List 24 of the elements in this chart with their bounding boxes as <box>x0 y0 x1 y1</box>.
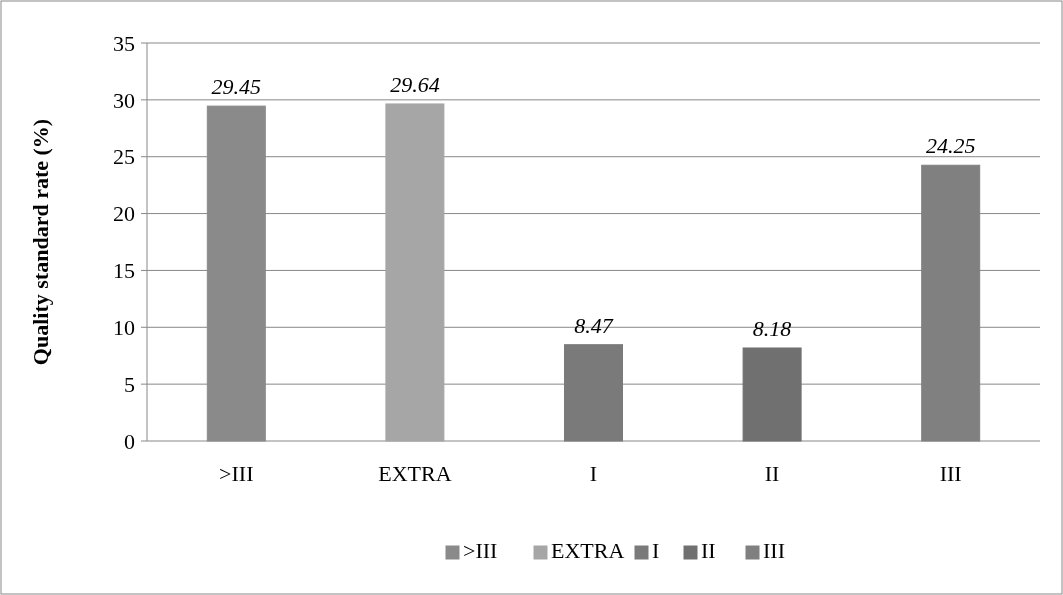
y-axis-title: Quality standard rate (%) <box>28 118 53 366</box>
x-tick-label: I <box>589 461 598 486</box>
legend-label: III <box>763 538 785 563</box>
data-label: 29.64 <box>390 71 440 97</box>
y-tick-label: 30 <box>113 87 135 113</box>
legend-label: EXTRA <box>551 538 625 563</box>
y-tick-label: 25 <box>113 144 135 170</box>
y-tick-label: 15 <box>113 258 135 284</box>
y-tick-label: 20 <box>113 201 135 227</box>
data-label: 8.47 <box>574 312 614 338</box>
y-tick-label: 10 <box>113 314 135 340</box>
legend-label: II <box>701 538 716 563</box>
x-tick-label: EXTRA <box>378 461 452 486</box>
x-tick-label: III <box>939 461 962 486</box>
legend-label: >III <box>463 538 498 563</box>
legend-label: I <box>652 538 660 563</box>
y-tick-label: 5 <box>124 371 135 397</box>
data-label: 8.18 <box>752 315 792 341</box>
x-tick-label: >III <box>219 461 254 486</box>
data-label: 24.25 <box>925 133 976 159</box>
data-label: 29.45 <box>211 74 262 100</box>
y-tick-label: 35 <box>113 30 135 56</box>
y-tick-label: 0 <box>124 428 135 454</box>
x-tick-label: II <box>764 461 780 486</box>
